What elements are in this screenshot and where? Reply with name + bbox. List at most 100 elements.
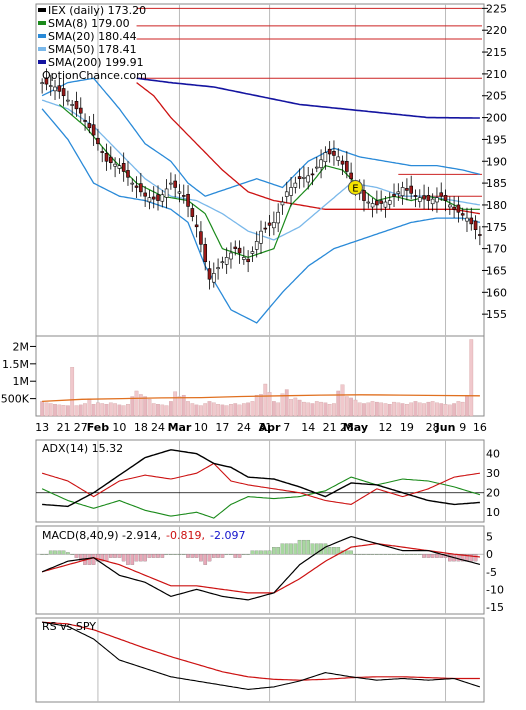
price-tick-label: 195	[486, 133, 507, 146]
candle-body	[448, 204, 452, 208]
volume-bar	[396, 402, 401, 417]
volume-bar	[409, 402, 414, 417]
volume-bar	[237, 404, 242, 417]
candle-body	[387, 200, 392, 205]
volume-bar	[374, 401, 379, 417]
candle-body	[246, 258, 250, 263]
candle-body	[375, 200, 379, 206]
macd-histogram-bar	[139, 554, 143, 562]
volume-bar	[87, 398, 92, 417]
macd-histogram-bar	[130, 554, 135, 565]
candle-body	[40, 82, 44, 84]
x-axis-label: 21	[57, 421, 71, 434]
candle-body	[314, 166, 319, 169]
macd-tick-label: -15	[486, 601, 504, 614]
ema-long-line	[136, 82, 481, 215]
macd-histogram-bar	[362, 554, 366, 555]
candle-body	[366, 201, 371, 204]
volume-bar	[241, 403, 246, 417]
macd-readout: -2.097	[210, 529, 245, 542]
volume-bar	[413, 401, 418, 417]
candle-body	[336, 156, 341, 161]
candle-body	[216, 267, 220, 270]
volume-bar	[151, 403, 156, 417]
candle-body	[345, 160, 349, 172]
volume-bar	[138, 394, 143, 417]
macd-histogram-bar	[40, 554, 44, 555]
legend-entry: SMA(50) 178.41	[48, 43, 137, 56]
volume-bar	[61, 405, 66, 417]
volume-bar	[177, 396, 182, 417]
volume-bar	[160, 404, 165, 417]
x-axis-label: Feb	[87, 421, 110, 434]
x-axis-label: May	[343, 421, 368, 434]
candle-body	[332, 150, 336, 156]
candle-body	[164, 188, 169, 198]
earnings-marker	[347, 179, 363, 195]
volume-bar	[259, 394, 263, 417]
candle-body	[117, 165, 122, 169]
volume-bar	[357, 402, 362, 417]
volume-bar	[164, 405, 169, 417]
volume-bar	[216, 404, 220, 417]
candle-body	[460, 213, 465, 216]
volume-bar	[276, 402, 281, 417]
macd-histogram-bar	[143, 554, 147, 562]
candle-body	[473, 220, 478, 231]
macd-histogram-bar	[203, 554, 208, 565]
candle-body	[327, 148, 332, 155]
macd-histogram-bar	[345, 550, 349, 555]
price-tick-label: 170	[486, 243, 507, 256]
volume-bar	[443, 404, 448, 417]
x-axis-label: Jun	[435, 421, 456, 434]
candle-body	[250, 251, 255, 254]
source-label: OptionChance.com	[42, 69, 147, 82]
macd-histogram-bar	[147, 554, 152, 558]
legend-entry: SMA(8) 179.00	[48, 17, 130, 30]
volume-average-line	[42, 394, 480, 403]
sma20-line	[41, 99, 480, 241]
volume-bar	[100, 403, 105, 417]
macd-histogram-bar	[207, 554, 212, 562]
volume-bar	[319, 401, 323, 417]
macd-signal-line	[41, 542, 480, 594]
bollinger-lower-line	[41, 108, 481, 324]
macd-histogram-bar	[293, 543, 298, 555]
macd-histogram-bar	[413, 554, 418, 555]
adx-tick-label: 30	[486, 467, 500, 480]
candle-body	[417, 197, 422, 202]
volume-bar	[143, 396, 148, 417]
candle-body	[237, 247, 242, 254]
macd-histogram-bar	[284, 543, 289, 555]
volume-bar	[293, 397, 298, 417]
x-axis-label: 28	[340, 421, 354, 434]
candle-body	[284, 191, 289, 197]
macd-histogram-bar	[121, 554, 126, 562]
x-axis-label: 13	[35, 421, 49, 434]
macd-histogram-bar	[259, 550, 263, 555]
candle-body	[91, 124, 96, 136]
candle-body	[78, 107, 83, 114]
macd-histogram-bar	[53, 550, 57, 555]
x-axis-label: Mar	[168, 421, 192, 434]
candle-body	[439, 192, 444, 197]
volume-bar	[169, 401, 173, 417]
macd-histogram-bar	[104, 554, 109, 562]
volume-bar	[327, 404, 332, 417]
volume-bar	[108, 402, 113, 417]
legend-entry: SMA(20) 180.44	[48, 30, 137, 43]
macd-histogram-bar	[61, 550, 66, 555]
macd-histogram-bar	[126, 554, 130, 565]
macd-histogram-bar	[224, 554, 229, 555]
macd-histogram-bar	[91, 554, 96, 565]
candle-body	[130, 182, 135, 185]
price-tick-label: 200	[486, 112, 507, 125]
x-axis-label: 27	[74, 421, 88, 434]
candle-body	[109, 156, 113, 164]
volume-bar	[44, 402, 49, 417]
macd-histogram-bar	[473, 554, 478, 562]
candle-body	[323, 152, 328, 163]
candle-body	[259, 230, 263, 244]
macd-histogram-bar	[113, 554, 117, 558]
